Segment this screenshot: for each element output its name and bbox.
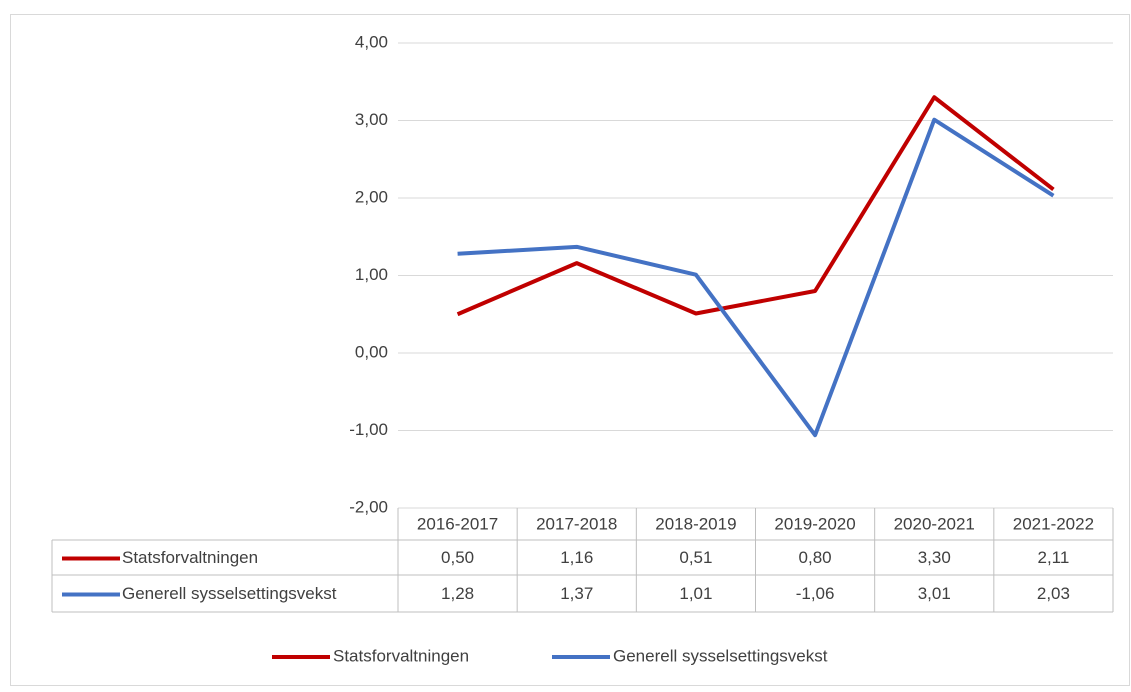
y-tick-label: 2,00 [355,187,388,206]
y-tick-label: 3,00 [355,110,388,129]
table-value: 2,03 [1037,584,1070,603]
legend-label: Generell sysselsettingsvekst [613,646,828,665]
series-line [457,117,1055,438]
table-value: 3,30 [918,548,951,567]
x-tick-label: 2017-2018 [536,514,617,533]
y-tick-label: -2,00 [349,497,388,516]
x-tick-label: 2021-2022 [1013,514,1094,533]
table-value: -1,06 [796,584,835,603]
x-tick-label: 2016-2017 [417,514,498,533]
series-line [456,95,1055,317]
table-value: 1,01 [679,584,712,603]
table-value: 1,37 [560,584,593,603]
y-tick-label: 4,00 [355,32,388,51]
table-value: 2,11 [1038,548,1070,567]
table-value: 0,80 [799,548,832,567]
table-value: 1,28 [441,584,474,603]
y-tick-label: 0,00 [355,342,388,361]
table-series-name: Statsforvaltningen [122,548,258,567]
table-series-name: Generell sysselsettingsvekst [122,584,337,603]
table-value: 1,16 [560,548,593,567]
y-tick-label: -1,00 [349,420,388,439]
x-tick-label: 2019-2020 [774,514,855,533]
table-value: 0,51 [679,548,712,567]
x-tick-label: 2020-2021 [894,514,975,533]
table-value: 3,01 [918,584,951,603]
table-value: 0,50 [441,548,474,567]
legend-label: Statsforvaltningen [333,646,469,665]
y-tick-label: 1,00 [355,265,388,284]
x-tick-label: 2018-2019 [655,514,736,533]
